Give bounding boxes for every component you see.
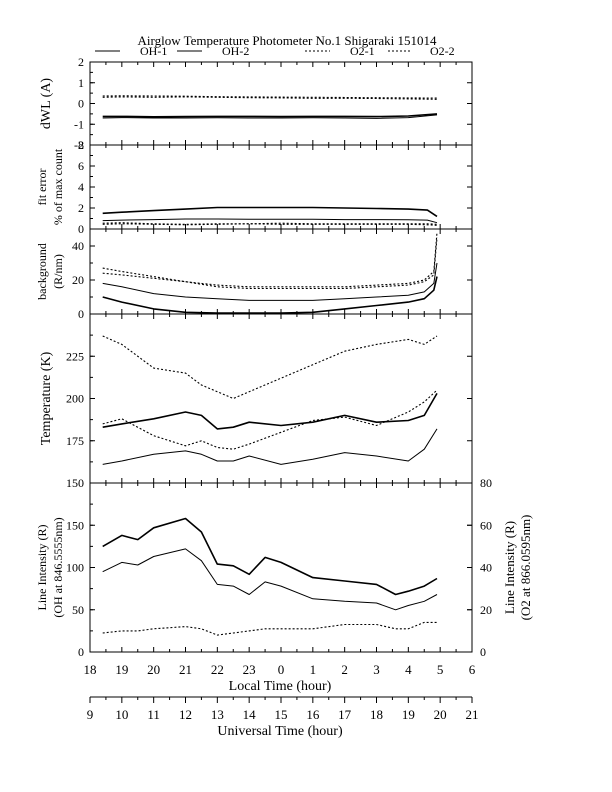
series-line-oh-2 xyxy=(102,218,438,224)
y-tick-label: 40 xyxy=(72,239,84,253)
y-axis-label: background xyxy=(35,243,49,300)
y-axis-label: (R/nm) xyxy=(51,254,65,289)
y-right-tick-label: 60 xyxy=(480,518,492,532)
y-tick-label: 0 xyxy=(78,222,84,236)
series-line-oh-1 xyxy=(102,393,438,430)
ut-tick-label: 11 xyxy=(147,707,160,722)
local-time-tick-label: 18 xyxy=(84,662,97,677)
y-tick-label: 2 xyxy=(78,201,84,215)
panels: -2 -1 0 1 2 dWL (A) 0 2 4 6 8 fit error% of max cou… xyxy=(35,55,533,659)
y-axis-label: Line Intensity (R) xyxy=(35,525,49,611)
local-time-tick-label: 22 xyxy=(211,662,224,677)
y-tick-label: 2 xyxy=(78,55,84,69)
local-time-tick-label: 2 xyxy=(341,662,348,677)
series-line-o2-2 xyxy=(102,95,438,99)
panel-1: -2 -1 0 1 2 dWL (A) xyxy=(39,55,473,152)
series-line-oh-2 xyxy=(102,114,438,119)
local-time-tick-label: 3 xyxy=(373,662,380,677)
local-time-tick-label: 4 xyxy=(405,662,412,677)
local-time-tick-label: 23 xyxy=(243,662,256,677)
y-tick-label: -1 xyxy=(74,117,84,131)
local-time-tick-label: 20 xyxy=(147,662,160,677)
y-tick-label: 20 xyxy=(72,273,84,287)
series-line-oh-2 xyxy=(102,262,438,301)
y-right-tick-label: 0 xyxy=(480,645,486,659)
series-line-oh-1 xyxy=(102,276,438,314)
panel-frame xyxy=(89,482,473,653)
series-line-o2-2 xyxy=(102,237,438,290)
ut-tick-label: 18 xyxy=(370,707,383,722)
y-right-tick-label: 20 xyxy=(480,603,492,617)
panel-4: 150 175 200 225 Temperature (K) xyxy=(39,313,473,490)
series-line-oh-1 xyxy=(102,206,438,218)
ut-tick-label: 19 xyxy=(402,707,415,722)
ut-tick-label: 14 xyxy=(243,707,257,722)
series-line-oh-2 xyxy=(102,548,438,611)
series-line-o2 xyxy=(102,621,437,636)
y-tick-label: 0 xyxy=(78,307,84,321)
ut-tick-label: 9 xyxy=(87,707,94,722)
ut-tick-label: 12 xyxy=(179,707,192,722)
ut-tick-label: 10 xyxy=(115,707,128,722)
local-time-tick-label: 0 xyxy=(278,662,285,677)
y-axis-label: fit error xyxy=(35,169,49,206)
y-axis-label: (OH at 846.5555nm) xyxy=(51,517,65,617)
y-axis-label: Temperature (K) xyxy=(39,351,54,445)
panel-3: 0 20 40 background (R/nm) xyxy=(35,228,473,321)
panel-frame xyxy=(89,313,473,484)
series-line-o2-2 xyxy=(102,223,438,226)
y-tick-label: 150 xyxy=(66,518,84,532)
y-tick-label: 8 xyxy=(78,138,84,152)
y-tick-label: 0 xyxy=(78,97,84,111)
y-right-tick-label: 40 xyxy=(480,561,492,575)
y-axis-label: % of max count xyxy=(51,148,65,225)
ut-tick-label: 17 xyxy=(338,707,352,722)
y-tick-label: 50 xyxy=(72,603,84,617)
series-line-oh-1 xyxy=(102,517,438,596)
legend-label-o2-1: O2-1 xyxy=(350,44,375,58)
y-tick-label: 0 xyxy=(78,645,84,659)
ut-tick-label: 20 xyxy=(434,707,447,722)
panel-frame xyxy=(89,144,473,230)
series-line-o2-1 xyxy=(102,335,438,400)
y-tick-label: 175 xyxy=(66,434,84,448)
series-line-o2-1 xyxy=(102,232,438,288)
y-tick-label: 4 xyxy=(78,180,84,194)
legend-label-oh-2: OH-2 xyxy=(222,44,249,58)
local-time-tick-label: 1 xyxy=(310,662,317,677)
panel-2: 0 2 4 6 8 fit error% of max count xyxy=(35,138,473,236)
y-tick-label: -2 xyxy=(74,138,84,152)
y-tick-label: 100 xyxy=(66,561,84,575)
panel-frame xyxy=(89,61,473,146)
y-tick-label: 200 xyxy=(66,392,84,406)
y-right-tick-label: 80 xyxy=(480,476,492,490)
ut-tick-label: 21 xyxy=(466,707,479,722)
legend-label-oh-1: OH-1 xyxy=(140,44,167,58)
legend-label-o2-2: O2-2 xyxy=(430,44,455,58)
series-line-oh-1 xyxy=(102,113,438,118)
chart-title: Airglow Temperature Photometer No.1 Shig… xyxy=(138,33,438,48)
local-time-tick-label: 19 xyxy=(115,662,128,677)
ut-tick-label: 13 xyxy=(211,707,224,722)
local-time-label: Local Time (hour) xyxy=(229,679,332,694)
legend: OH-1 OH-2 O2-1 O2-2 xyxy=(95,44,455,58)
y-axis-label: dWL (A) xyxy=(39,78,54,130)
y-right-axis-label: (O2 at 866.0595nm) xyxy=(518,515,533,621)
y-tick-label: 225 xyxy=(66,349,84,363)
y-tick-label: 6 xyxy=(78,159,84,173)
local-time-tick-label: 5 xyxy=(437,662,444,677)
time-axes: 18 19 20 21 22 23 0 1 2 3 4 5 69 10 11 12 13 14 15 16 17 18 19… xyxy=(84,662,479,722)
y-tick-label: 150 xyxy=(66,476,84,490)
series-line-o2-1 xyxy=(102,96,438,100)
y-tick-label: 1 xyxy=(78,76,84,90)
local-time-tick-label: 21 xyxy=(179,662,192,677)
series-line-oh-2 xyxy=(102,428,438,465)
ut-tick-label: 15 xyxy=(275,707,288,722)
y-right-axis-label: Line Intensity (R) xyxy=(502,521,517,614)
local-time-tick-label: 6 xyxy=(469,662,476,677)
ut-tick-label: 16 xyxy=(306,707,320,722)
universal-time-label: Universal Time (hour) xyxy=(217,724,343,739)
